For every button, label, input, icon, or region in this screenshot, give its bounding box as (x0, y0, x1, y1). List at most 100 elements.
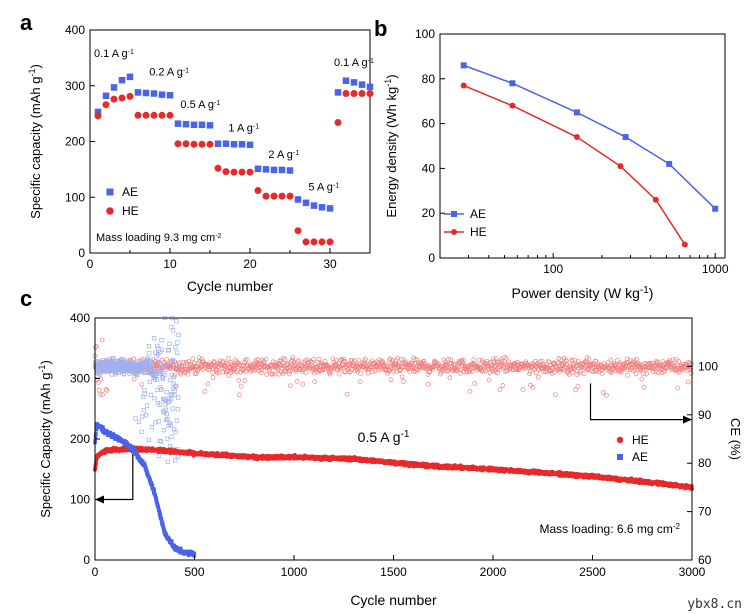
data-point-ae (142, 89, 150, 97)
data-point-ae (126, 73, 134, 81)
data-point-he (182, 140, 190, 148)
ce-point-he (276, 361, 281, 366)
ce-point-he (281, 355, 287, 361)
ce-point-he (242, 378, 248, 383)
panel-label-a: a (20, 10, 33, 35)
y2-axis-label-c: CE (%) (728, 418, 743, 460)
legend-marker-he-b (451, 229, 457, 235)
ce-point-he (179, 363, 184, 369)
ce-point-he (305, 365, 311, 371)
ce-point-he (236, 377, 242, 383)
ce-point-he (104, 388, 110, 393)
data-point-he (342, 90, 350, 98)
ce-point-ae (133, 416, 138, 421)
legend-marker-he (106, 207, 114, 215)
ce-point-ae (150, 363, 155, 368)
data-point-ae (110, 84, 118, 91)
ce-point-ae (176, 332, 181, 337)
legend-marker-ae-c (617, 454, 623, 460)
series-line-he (463, 84, 686, 245)
ce-point-he (613, 362, 618, 368)
x-tick-label-a: 10 (163, 257, 177, 271)
ce-point-he (396, 360, 402, 366)
legend-label-he-b: HE (470, 225, 487, 239)
data-point-ae (102, 92, 110, 100)
ce-point-ae (147, 351, 152, 356)
ce-point-he (604, 393, 609, 398)
data-point-he (158, 111, 166, 119)
ce-point-he (592, 367, 598, 373)
series-line-ae (463, 64, 716, 210)
ce-point-ae (142, 391, 147, 397)
ce-point-he (593, 358, 598, 364)
ce-point-ae (143, 370, 148, 375)
capacity-point-ae (157, 509, 161, 513)
ce-point-he (98, 376, 104, 382)
ce-point-he (131, 376, 137, 382)
ce-point-ae (164, 417, 169, 423)
ce-point-ae (111, 355, 116, 361)
ce-point-he (313, 365, 319, 370)
ce-point-he (660, 359, 666, 364)
data-point-ae (666, 160, 673, 167)
arrowhead-left (95, 495, 104, 504)
ce-point-he (185, 371, 191, 377)
rate-label-a: 5 A g-1 (308, 182, 339, 194)
capacity-point-ae (158, 511, 162, 515)
ce-point-he (558, 366, 564, 372)
ce-point-ae (162, 372, 167, 378)
ce-point-he (472, 381, 478, 386)
ce-point-he (94, 344, 99, 349)
ce-point-he (552, 369, 557, 375)
y-tick-label-b: 60 (422, 117, 436, 131)
ce-point-ae (169, 434, 174, 439)
ce-point-ae (158, 361, 164, 366)
data-point-ae (318, 204, 326, 211)
ce-point-he (409, 361, 415, 366)
ce-point-ae (139, 429, 144, 434)
ce-point-ae (142, 387, 147, 393)
ce-point-he (503, 356, 509, 361)
ce-point-he (636, 366, 642, 372)
ce-point-he (391, 366, 397, 372)
ce-point-he (250, 367, 255, 373)
ce-point-he (280, 371, 286, 376)
data-point-he (326, 238, 334, 246)
data-point-ae (310, 202, 318, 209)
legend-label-ae-c: AE (632, 450, 648, 464)
ce-point-ae (155, 387, 160, 393)
ce-point-he (275, 367, 281, 372)
data-point-he (310, 238, 318, 246)
data-point-ae (230, 141, 238, 148)
y-tick-label-c: 400 (70, 311, 90, 325)
data-point-ae (198, 121, 206, 129)
ce-point-he (533, 370, 539, 375)
ce-point-he (226, 373, 232, 378)
data-point-he (246, 168, 254, 176)
ce-point-ae (174, 350, 180, 355)
data-point-ae (94, 108, 102, 116)
ce-point-he (388, 377, 394, 383)
data-point-he (174, 140, 182, 148)
ce-point-ae (156, 419, 161, 424)
ce-point-he (176, 364, 181, 370)
data-point-he (509, 102, 516, 109)
data-point-he (681, 241, 688, 248)
data-point-he (118, 94, 126, 102)
data-point-ae (214, 140, 222, 147)
ce-point-he (672, 368, 678, 373)
ce-point-he (379, 358, 385, 364)
ce-point-he (287, 383, 293, 389)
y-tick-label-b: 100 (415, 27, 435, 41)
data-point-ae (134, 89, 142, 96)
ce-point-he (245, 357, 250, 362)
data-point-he (142, 111, 150, 119)
capacity-point-ae (149, 480, 154, 485)
ce-point-ae (152, 396, 157, 401)
panel-label-c: c (20, 286, 32, 311)
ce-point-he (100, 392, 105, 397)
x-tick-label-c: 3000 (679, 565, 706, 579)
ce-point-ae (174, 383, 179, 388)
ce-point-ae (165, 416, 170, 422)
ce-point-he (200, 367, 206, 372)
